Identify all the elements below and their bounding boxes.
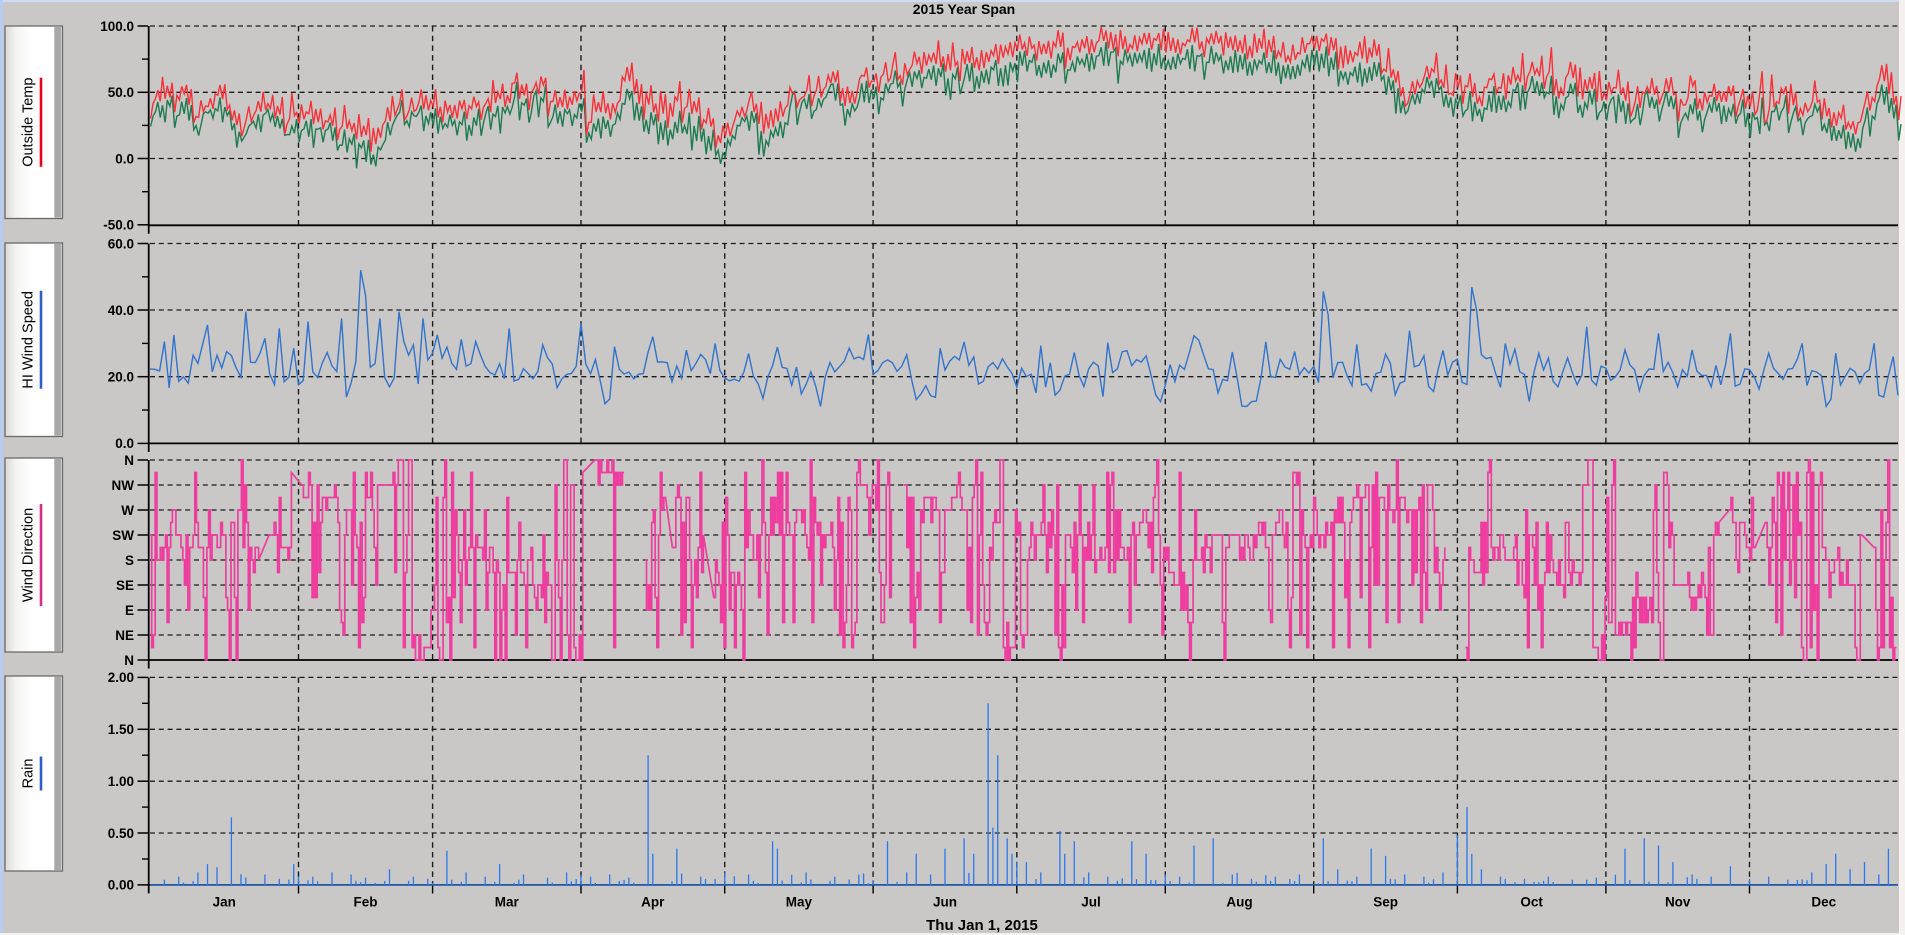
- svg-text:Feb: Feb: [353, 895, 377, 910]
- svg-text:20.0: 20.0: [108, 370, 134, 385]
- svg-text:May: May: [786, 895, 813, 910]
- svg-text:E: E: [125, 603, 134, 618]
- svg-text:Nov: Nov: [1665, 895, 1691, 910]
- svg-text:1.00: 1.00: [108, 774, 134, 789]
- svg-text:SW: SW: [112, 528, 134, 543]
- svg-text:NE: NE: [115, 628, 134, 643]
- svg-text:Oct: Oct: [1520, 895, 1543, 910]
- svg-text:0.50: 0.50: [108, 826, 134, 841]
- svg-text:2.00: 2.00: [108, 670, 134, 685]
- svg-text:Outside Temp: Outside Temp: [21, 78, 37, 167]
- svg-text:NW: NW: [112, 478, 135, 493]
- svg-text:S: S: [125, 553, 134, 568]
- svg-text:Jun: Jun: [933, 895, 957, 910]
- svg-text:SE: SE: [116, 578, 134, 593]
- svg-text:W: W: [121, 503, 134, 518]
- svg-text:40.0: 40.0: [108, 303, 134, 318]
- svg-text:N: N: [124, 453, 134, 468]
- svg-text:N: N: [124, 653, 134, 668]
- svg-text:Aug: Aug: [1226, 895, 1252, 910]
- svg-text:0.0: 0.0: [115, 436, 134, 451]
- svg-text:Mar: Mar: [495, 895, 520, 910]
- svg-text:1.50: 1.50: [108, 722, 134, 737]
- svg-text:Apr: Apr: [641, 895, 665, 910]
- svg-text:Dec: Dec: [1811, 895, 1836, 910]
- svg-text:50.0: 50.0: [108, 85, 134, 100]
- svg-text:60.0: 60.0: [108, 236, 134, 251]
- svg-text:-50.0: -50.0: [103, 218, 134, 233]
- svg-text:Rain: Rain: [21, 759, 37, 789]
- svg-text:HI Wind Speed: HI Wind Speed: [21, 291, 37, 389]
- svg-text:2015 Year Span: 2015 Year Span: [913, 1, 1015, 17]
- svg-text:Jan: Jan: [213, 895, 236, 910]
- svg-text:Wind Direction: Wind Direction: [21, 508, 37, 602]
- svg-text:0.00: 0.00: [108, 878, 134, 893]
- svg-text:100.0: 100.0: [100, 19, 134, 34]
- svg-text:0.0: 0.0: [115, 151, 134, 166]
- svg-text:Thu Jan 1, 2015: Thu Jan 1, 2015: [926, 917, 1038, 934]
- svg-text:Jul: Jul: [1081, 895, 1101, 910]
- svg-text:Sep: Sep: [1373, 895, 1398, 910]
